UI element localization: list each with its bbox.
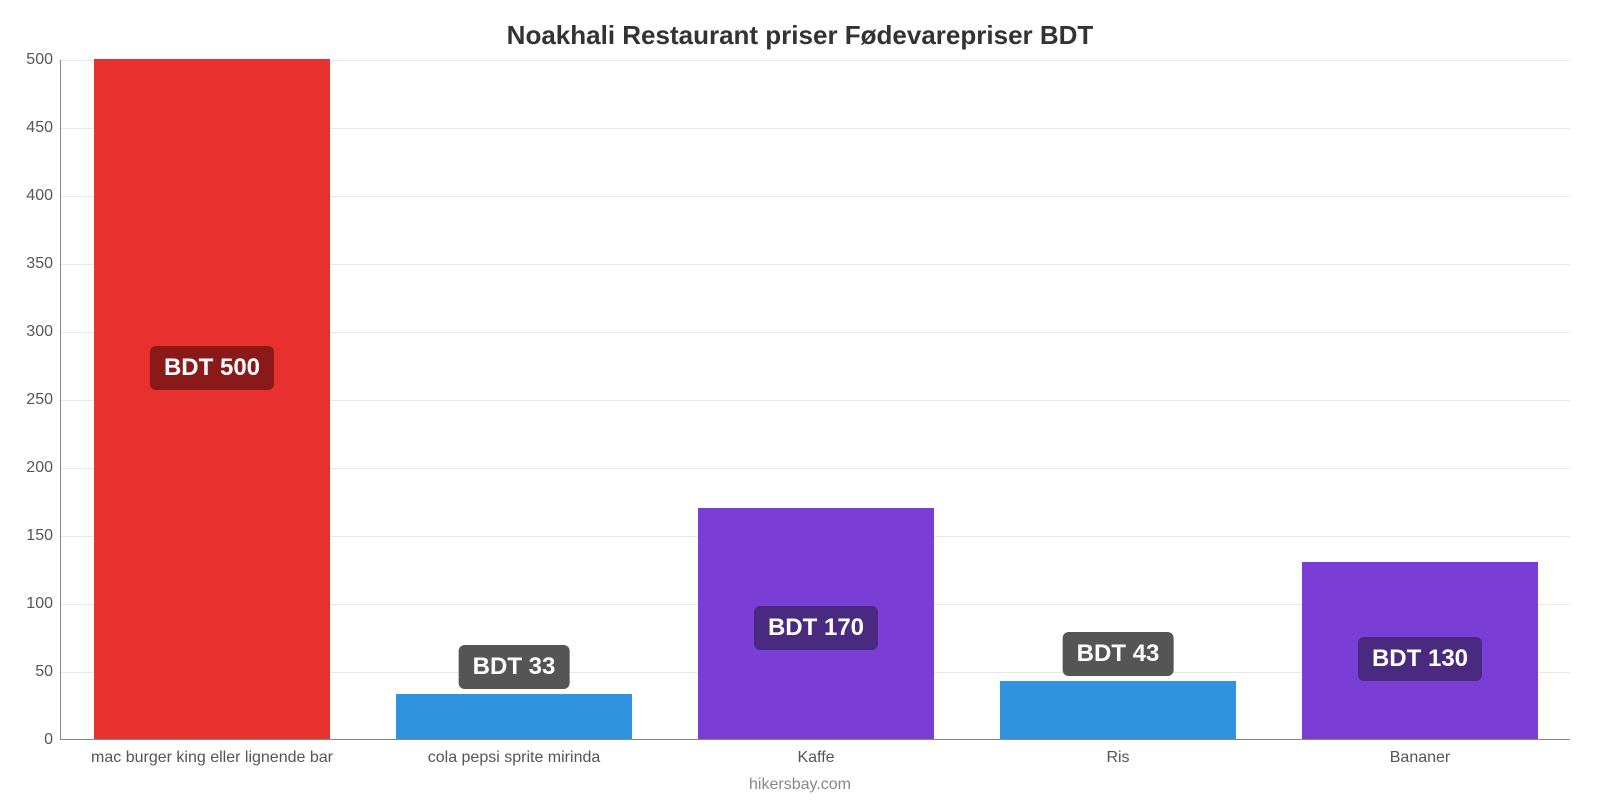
- bar-value-label: BDT 170: [754, 606, 878, 650]
- bar-value-label: BDT 33: [459, 645, 570, 689]
- y-tick-label: 250: [26, 391, 53, 409]
- chart-footer: hikersbay.com: [0, 776, 1600, 794]
- bar: [1000, 681, 1236, 739]
- y-tick-label: 50: [35, 663, 53, 681]
- bar-value-label: BDT 500: [150, 346, 274, 390]
- y-tick-label: 100: [26, 595, 53, 613]
- y-tick-label: 350: [26, 255, 53, 273]
- x-tick-label: Bananer: [1390, 749, 1451, 767]
- x-tick-label: Ris: [1106, 749, 1129, 767]
- x-tick-label: cola pepsi sprite mirinda: [428, 749, 601, 767]
- bar: [396, 694, 632, 739]
- chart-container: Noakhali Restaurant priser Fødevareprise…: [0, 0, 1600, 800]
- y-tick-label: 450: [26, 119, 53, 137]
- chart-title: Noakhali Restaurant priser Fødevareprise…: [0, 20, 1600, 51]
- bar: [94, 59, 330, 739]
- y-tick-label: 150: [26, 527, 53, 545]
- x-tick-label: Kaffe: [797, 749, 834, 767]
- y-tick-label: 500: [26, 51, 53, 69]
- plot-area: 050100150200250300350400450500BDT 500mac…: [60, 60, 1570, 740]
- y-tick-label: 0: [44, 731, 53, 749]
- x-tick-label: mac burger king eller lignende bar: [91, 749, 333, 767]
- y-tick-label: 300: [26, 323, 53, 341]
- y-tick-label: 200: [26, 459, 53, 477]
- bar-value-label: BDT 43: [1063, 632, 1174, 676]
- y-tick-label: 400: [26, 187, 53, 205]
- bar-value-label: BDT 130: [1358, 637, 1482, 681]
